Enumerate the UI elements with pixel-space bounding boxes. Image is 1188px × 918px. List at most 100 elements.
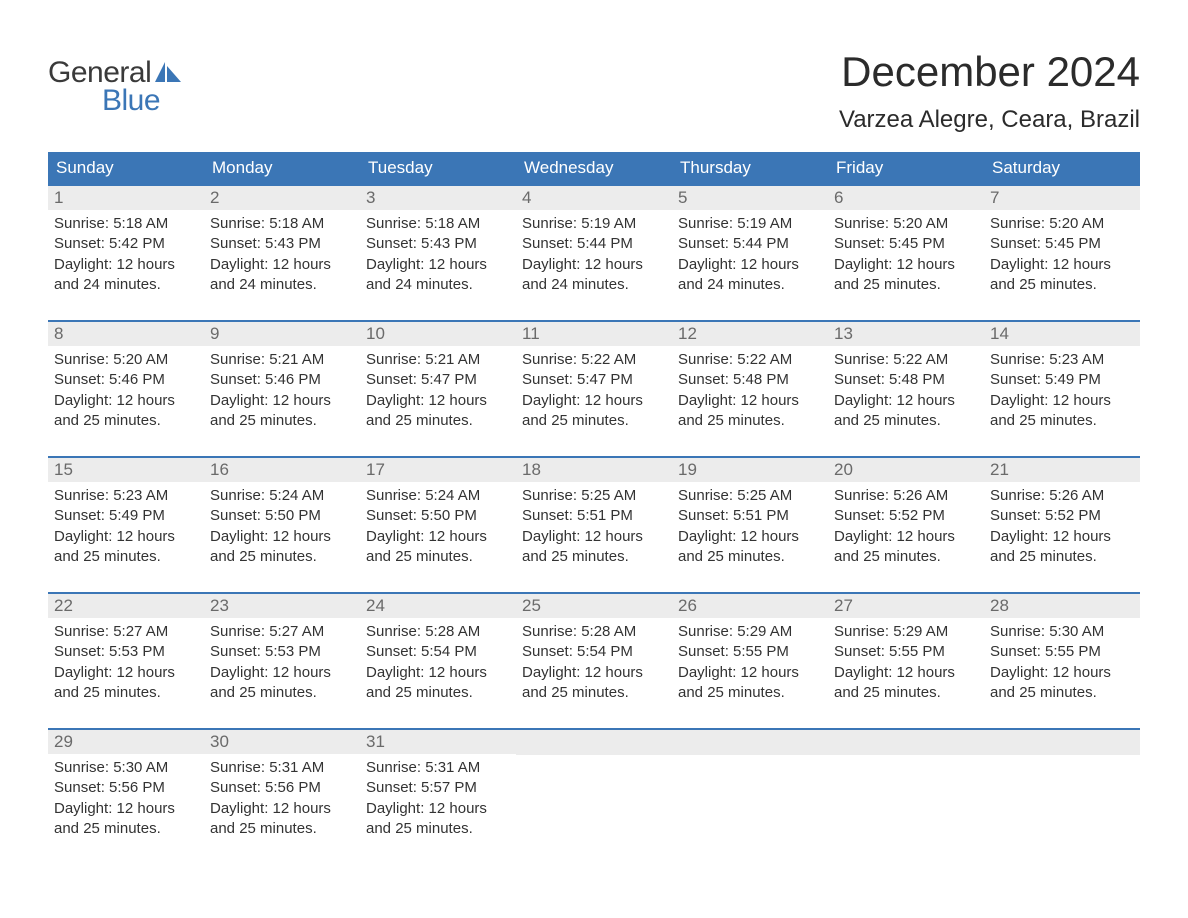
sunset-line: Sunset: 5:43 PM — [366, 234, 510, 254]
daylight-line: Daylight: 12 hours and 25 minutes. — [990, 527, 1134, 568]
day-body: Sunrise: 5:24 AMSunset: 5:50 PMDaylight:… — [360, 482, 516, 567]
sunset-line: Sunset: 5:52 PM — [990, 506, 1134, 526]
day-cell: 4Sunrise: 5:19 AMSunset: 5:44 PMDaylight… — [516, 186, 672, 302]
day-body: Sunrise: 5:18 AMSunset: 5:43 PMDaylight:… — [204, 210, 360, 295]
day-body: Sunrise: 5:27 AMSunset: 5:53 PMDaylight:… — [204, 618, 360, 703]
sunset-line: Sunset: 5:48 PM — [834, 370, 978, 390]
day-body: Sunrise: 5:18 AMSunset: 5:43 PMDaylight:… — [360, 210, 516, 295]
sunrise-line: Sunrise: 5:27 AM — [54, 622, 198, 642]
sunrise-line: Sunrise: 5:19 AM — [678, 214, 822, 234]
sunrise-line: Sunrise: 5:30 AM — [990, 622, 1134, 642]
day-cell: 13Sunrise: 5:22 AMSunset: 5:48 PMDayligh… — [828, 322, 984, 438]
day-number: 17 — [360, 458, 516, 482]
sunrise-line: Sunrise: 5:20 AM — [834, 214, 978, 234]
sunset-line: Sunset: 5:55 PM — [990, 642, 1134, 662]
day-body: Sunrise: 5:26 AMSunset: 5:52 PMDaylight:… — [984, 482, 1140, 567]
day-cell: 11Sunrise: 5:22 AMSunset: 5:47 PMDayligh… — [516, 322, 672, 438]
day-body: Sunrise: 5:21 AMSunset: 5:47 PMDaylight:… — [360, 346, 516, 431]
sunset-line: Sunset: 5:49 PM — [54, 506, 198, 526]
daylight-line: Daylight: 12 hours and 24 minutes. — [54, 255, 198, 296]
sunset-line: Sunset: 5:43 PM — [210, 234, 354, 254]
day-cell: 20Sunrise: 5:26 AMSunset: 5:52 PMDayligh… — [828, 458, 984, 574]
sunset-line: Sunset: 5:56 PM — [210, 778, 354, 798]
weekday-header-cell: Monday — [204, 152, 360, 184]
sunset-line: Sunset: 5:55 PM — [678, 642, 822, 662]
day-number — [672, 730, 828, 755]
day-cell — [828, 730, 984, 846]
daylight-line: Daylight: 12 hours and 24 minutes. — [210, 255, 354, 296]
sunset-line: Sunset: 5:42 PM — [54, 234, 198, 254]
header: General Blue December 2024 Varzea Alegre… — [48, 48, 1140, 134]
sunrise-line: Sunrise: 5:31 AM — [210, 758, 354, 778]
day-cell: 14Sunrise: 5:23 AMSunset: 5:49 PMDayligh… — [984, 322, 1140, 438]
daylight-line: Daylight: 12 hours and 25 minutes. — [678, 527, 822, 568]
day-cell: 8Sunrise: 5:20 AMSunset: 5:46 PMDaylight… — [48, 322, 204, 438]
brand-word-blue: Blue — [102, 84, 160, 118]
daylight-line: Daylight: 12 hours and 25 minutes. — [678, 391, 822, 432]
sunrise-line: Sunrise: 5:24 AM — [366, 486, 510, 506]
day-body: Sunrise: 5:29 AMSunset: 5:55 PMDaylight:… — [828, 618, 984, 703]
day-body: Sunrise: 5:23 AMSunset: 5:49 PMDaylight:… — [48, 482, 204, 567]
weekday-header-cell: Thursday — [672, 152, 828, 184]
day-cell: 22Sunrise: 5:27 AMSunset: 5:53 PMDayligh… — [48, 594, 204, 710]
daylight-line: Daylight: 12 hours and 25 minutes. — [990, 391, 1134, 432]
sunrise-line: Sunrise: 5:27 AM — [210, 622, 354, 642]
daylight-line: Daylight: 12 hours and 25 minutes. — [834, 527, 978, 568]
sunset-line: Sunset: 5:47 PM — [522, 370, 666, 390]
weekday-header-cell: Wednesday — [516, 152, 672, 184]
day-number: 23 — [204, 594, 360, 618]
daylight-line: Daylight: 12 hours and 25 minutes. — [54, 663, 198, 704]
day-number: 20 — [828, 458, 984, 482]
day-number — [828, 730, 984, 755]
sunrise-line: Sunrise: 5:21 AM — [210, 350, 354, 370]
day-body: Sunrise: 5:31 AMSunset: 5:56 PMDaylight:… — [204, 754, 360, 839]
sunset-line: Sunset: 5:49 PM — [990, 370, 1134, 390]
daylight-line: Daylight: 12 hours and 25 minutes. — [522, 527, 666, 568]
sunset-line: Sunset: 5:46 PM — [54, 370, 198, 390]
sunrise-line: Sunrise: 5:23 AM — [990, 350, 1134, 370]
sunrise-line: Sunrise: 5:20 AM — [990, 214, 1134, 234]
sunset-line: Sunset: 5:45 PM — [834, 234, 978, 254]
sunset-line: Sunset: 5:51 PM — [522, 506, 666, 526]
daylight-line: Daylight: 12 hours and 25 minutes. — [834, 255, 978, 296]
sunrise-line: Sunrise: 5:23 AM — [54, 486, 198, 506]
sunset-line: Sunset: 5:52 PM — [834, 506, 978, 526]
sunrise-line: Sunrise: 5:24 AM — [210, 486, 354, 506]
day-number: 13 — [828, 322, 984, 346]
day-body: Sunrise: 5:20 AMSunset: 5:45 PMDaylight:… — [828, 210, 984, 295]
week-row: 1Sunrise: 5:18 AMSunset: 5:42 PMDaylight… — [48, 184, 1140, 302]
day-number: 11 — [516, 322, 672, 346]
day-number: 19 — [672, 458, 828, 482]
month-title: December 2024 — [839, 48, 1140, 96]
daylight-line: Daylight: 12 hours and 25 minutes. — [210, 663, 354, 704]
title-block: December 2024 Varzea Alegre, Ceara, Braz… — [839, 48, 1140, 134]
sunset-line: Sunset: 5:50 PM — [366, 506, 510, 526]
weekday-header-row: SundayMondayTuesdayWednesdayThursdayFrid… — [48, 152, 1140, 184]
sunset-line: Sunset: 5:54 PM — [522, 642, 666, 662]
day-cell: 10Sunrise: 5:21 AMSunset: 5:47 PMDayligh… — [360, 322, 516, 438]
day-body: Sunrise: 5:30 AMSunset: 5:55 PMDaylight:… — [984, 618, 1140, 703]
sunset-line: Sunset: 5:50 PM — [210, 506, 354, 526]
day-cell: 2Sunrise: 5:18 AMSunset: 5:43 PMDaylight… — [204, 186, 360, 302]
day-cell: 21Sunrise: 5:26 AMSunset: 5:52 PMDayligh… — [984, 458, 1140, 574]
daylight-line: Daylight: 12 hours and 25 minutes. — [990, 663, 1134, 704]
day-number: 9 — [204, 322, 360, 346]
day-number: 3 — [360, 186, 516, 210]
daylight-line: Daylight: 12 hours and 25 minutes. — [54, 527, 198, 568]
daylight-line: Daylight: 12 hours and 25 minutes. — [834, 663, 978, 704]
weekday-header-cell: Friday — [828, 152, 984, 184]
sunset-line: Sunset: 5:54 PM — [366, 642, 510, 662]
day-body: Sunrise: 5:26 AMSunset: 5:52 PMDaylight:… — [828, 482, 984, 567]
day-cell: 19Sunrise: 5:25 AMSunset: 5:51 PMDayligh… — [672, 458, 828, 574]
day-cell — [516, 730, 672, 846]
daylight-line: Daylight: 12 hours and 25 minutes. — [366, 391, 510, 432]
day-body: Sunrise: 5:27 AMSunset: 5:53 PMDaylight:… — [48, 618, 204, 703]
day-body: Sunrise: 5:25 AMSunset: 5:51 PMDaylight:… — [672, 482, 828, 567]
day-number: 24 — [360, 594, 516, 618]
sunrise-line: Sunrise: 5:26 AM — [990, 486, 1134, 506]
day-cell: 1Sunrise: 5:18 AMSunset: 5:42 PMDaylight… — [48, 186, 204, 302]
day-number: 1 — [48, 186, 204, 210]
week-row: 29Sunrise: 5:30 AMSunset: 5:56 PMDayligh… — [48, 728, 1140, 846]
daylight-line: Daylight: 12 hours and 24 minutes. — [678, 255, 822, 296]
day-cell: 28Sunrise: 5:30 AMSunset: 5:55 PMDayligh… — [984, 594, 1140, 710]
